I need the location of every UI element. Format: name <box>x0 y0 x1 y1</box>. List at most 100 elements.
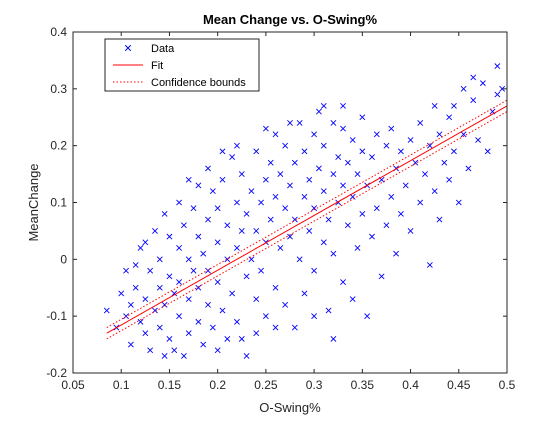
data-point <box>330 171 337 178</box>
data-point <box>166 273 173 280</box>
data-point <box>253 330 260 337</box>
legend-marker-data <box>124 44 132 52</box>
data-point <box>397 210 404 217</box>
data-point <box>335 154 342 160</box>
axes: 0.05 0.1 0.15 0.2 0.25 0.3 0.35 0.4 0.45 0.5 -0.2 -… <box>46 25 515 392</box>
data-point <box>306 176 313 183</box>
data-point <box>446 176 453 183</box>
data-point <box>330 120 337 126</box>
data-point <box>127 341 134 348</box>
data-point <box>137 318 144 325</box>
data-point <box>287 233 293 240</box>
x-tick-label: 0.15 <box>158 378 182 392</box>
data-point <box>205 267 211 274</box>
data-point <box>397 148 404 155</box>
data-point <box>262 125 269 132</box>
data-point <box>287 182 293 189</box>
y-tick-label: -0.2 <box>46 366 67 380</box>
data-point <box>359 210 366 217</box>
y-tick-label: -0.1 <box>46 309 67 323</box>
data-point <box>103 307 110 314</box>
legend-label: Data <box>151 43 175 55</box>
data-point <box>359 114 366 121</box>
data-point <box>180 222 187 229</box>
data-point <box>320 142 327 149</box>
data-point <box>349 137 356 143</box>
data-point <box>185 256 192 263</box>
data-point <box>219 148 226 155</box>
data-point <box>383 222 390 229</box>
data-point <box>190 205 197 212</box>
data-point <box>171 290 178 297</box>
chart-title: Mean Change vs. O-Swing% <box>203 12 378 27</box>
data-point <box>340 125 346 132</box>
data-point <box>431 188 438 195</box>
data-point <box>195 182 202 189</box>
data-point <box>123 267 129 274</box>
x-tick-label: 0.5 <box>499 378 516 392</box>
data-point <box>354 245 361 251</box>
data-point <box>330 250 337 257</box>
data-point <box>234 199 240 206</box>
data-point <box>388 193 395 200</box>
data-point <box>142 239 149 246</box>
data-point <box>166 335 173 342</box>
data-point <box>301 290 308 297</box>
data-point <box>460 131 467 138</box>
data-point <box>176 313 183 320</box>
data-point <box>349 296 356 303</box>
data-point <box>234 142 240 149</box>
data-point <box>200 341 207 348</box>
y-tick-label: 0.3 <box>50 82 67 96</box>
data-point <box>272 131 279 138</box>
legend: Data Fit Confidence bounds <box>104 38 260 92</box>
data-point <box>137 245 144 251</box>
data-point <box>330 335 337 342</box>
data-point <box>320 102 327 109</box>
data-point <box>243 353 250 359</box>
data-point <box>156 256 163 263</box>
data-point <box>451 148 457 155</box>
data-point <box>224 335 231 342</box>
data-point <box>301 148 308 155</box>
data-point <box>436 131 443 138</box>
x-tick-label: 0.2 <box>209 378 226 392</box>
data-point <box>185 330 192 337</box>
x-tick-label: 0.05 <box>61 378 85 392</box>
data-point <box>205 301 211 308</box>
data-point <box>311 131 318 138</box>
data-point <box>407 227 414 234</box>
x-tick-label: 0.35 <box>351 378 375 392</box>
data-point <box>238 227 245 234</box>
data-point <box>369 233 375 240</box>
data-point <box>431 102 438 109</box>
data-point <box>156 284 163 291</box>
data-point <box>373 131 380 138</box>
data-point <box>142 296 149 303</box>
data-point <box>132 262 139 268</box>
x-tick-label: 0.45 <box>447 378 471 392</box>
data-point <box>205 165 211 172</box>
data-point <box>325 307 332 314</box>
data-point <box>306 227 313 234</box>
data-point <box>234 318 240 325</box>
data-point <box>209 324 216 331</box>
data-point <box>214 279 221 285</box>
data-point <box>291 324 298 331</box>
data-marks <box>103 63 508 359</box>
data-point <box>185 296 192 303</box>
data-point <box>311 205 318 212</box>
data-point <box>176 245 183 251</box>
data-point <box>354 171 361 178</box>
data-point <box>282 142 289 149</box>
data-point <box>499 85 506 92</box>
data-point <box>291 159 298 166</box>
data-point <box>402 182 409 189</box>
y-tick-label: 0.4 <box>50 25 67 39</box>
data-point <box>253 148 260 155</box>
data-point <box>373 205 380 212</box>
data-point <box>132 284 139 291</box>
data-point <box>484 148 491 155</box>
data-point <box>359 148 366 155</box>
